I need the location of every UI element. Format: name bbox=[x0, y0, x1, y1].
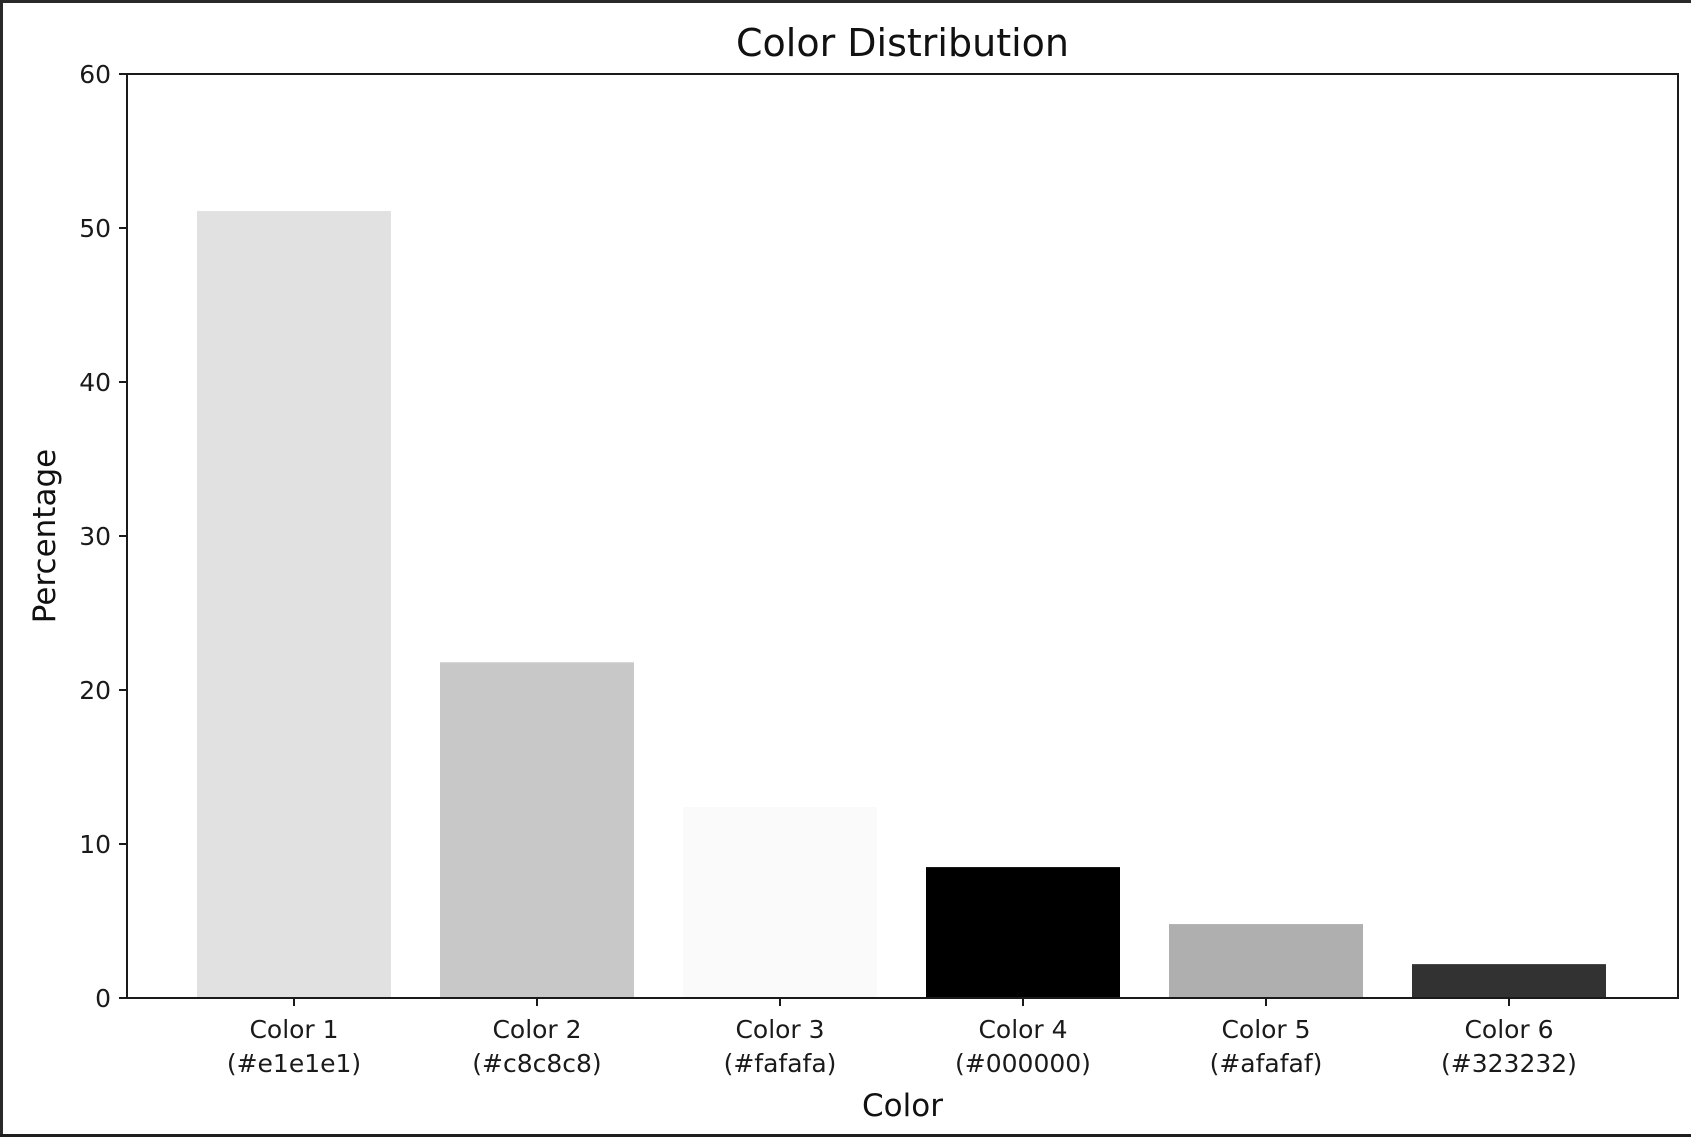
y-axis: 0 10 20 30 40 50 60 bbox=[79, 60, 127, 1013]
chart-title: Color Distribution bbox=[736, 21, 1069, 65]
y-tick-label: 10 bbox=[79, 830, 111, 859]
x-tick-sublabel: (#fafafa) bbox=[724, 1049, 837, 1078]
y-tick-label: 40 bbox=[79, 368, 111, 397]
x-tick-sublabel: (#323232) bbox=[1441, 1049, 1577, 1078]
x-tick-label: Color 1 bbox=[249, 1015, 338, 1044]
x-axis: Color 1 (#e1e1e1) Color 2 (#c8c8c8) Color 3 (… bbox=[227, 998, 1577, 1078]
x-axis-title: Color bbox=[862, 1088, 943, 1124]
x-tick-label: Color 6 bbox=[1464, 1015, 1553, 1044]
y-tick-label: 60 bbox=[79, 60, 111, 89]
x-tick-label: Color 4 bbox=[978, 1015, 1067, 1044]
x-tick-label: Color 5 bbox=[1221, 1015, 1310, 1044]
bar-6 bbox=[1412, 964, 1606, 998]
y-tick-label: 0 bbox=[95, 984, 111, 1013]
x-tick-label: Color 2 bbox=[492, 1015, 581, 1044]
x-tick-sublabel: (#e1e1e1) bbox=[227, 1049, 361, 1078]
x-tick-sublabel: (#afafaf) bbox=[1210, 1049, 1323, 1078]
x-tick-label: Color 3 bbox=[735, 1015, 824, 1044]
bar-chart: Color Distribution 0 10 20 30 40 50 60 Color 1… bbox=[27, 21, 1679, 1124]
bar-3 bbox=[683, 807, 877, 998]
x-tick-sublabel: (#c8c8c8) bbox=[472, 1049, 601, 1078]
x-tick-sublabel: (#000000) bbox=[955, 1049, 1091, 1078]
y-axis-title: Percentage bbox=[27, 449, 63, 623]
bar-5 bbox=[1169, 924, 1363, 998]
bar-4 bbox=[926, 867, 1120, 998]
bar-2 bbox=[440, 662, 634, 998]
y-tick-label: 30 bbox=[79, 522, 111, 551]
bars-group bbox=[197, 211, 1606, 998]
y-tick-label: 20 bbox=[79, 676, 111, 705]
bar-1 bbox=[197, 211, 391, 998]
y-tick-label: 50 bbox=[79, 214, 111, 243]
